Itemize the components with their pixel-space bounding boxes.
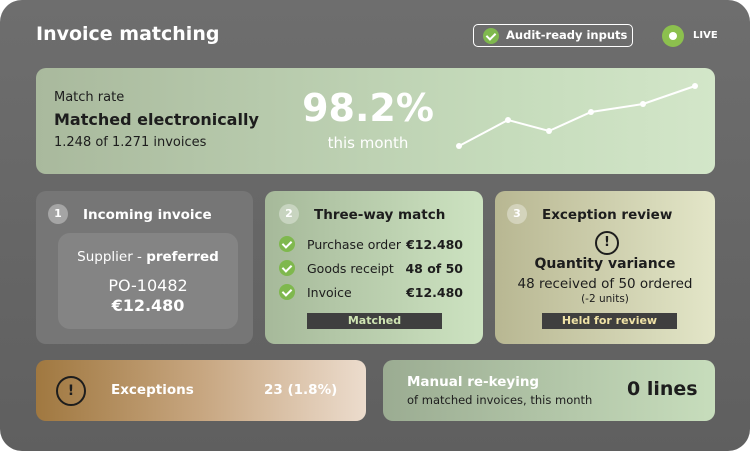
step-number: 2 <box>279 204 299 224</box>
check-icon <box>483 28 499 44</box>
sparkline <box>456 83 698 149</box>
exceptions-label: Exceptions <box>111 382 194 398</box>
manual-subtitle: of matched invoices, this month <box>407 393 593 407</box>
step-card: 1 Incoming invoice Supplier - preferred … <box>36 191 253 344</box>
status-pill: Matched <box>307 313 442 329</box>
hero-label: Match rate <box>54 90 125 105</box>
amount: €12.480 <box>111 296 185 315</box>
exceptions-card: ! Exceptions 23 (1.8%) <box>36 360 366 421</box>
step-card: 3 Exception review ! Quantity variance 4… <box>495 191 715 344</box>
title: Invoice matching <box>36 23 220 45</box>
row-value: €12.480 <box>406 237 463 252</box>
manual-value: 0 lines <box>627 378 698 400</box>
live-indicator <box>662 25 684 47</box>
hero-card: Match rate Matched electronically 1.248 … <box>36 68 715 174</box>
row-label: Purchase order <box>307 237 402 252</box>
row-label: Invoice <box>307 285 352 300</box>
step-title: Incoming invoice <box>83 207 212 223</box>
hero-detail: 1.248 of 1.271 invoices <box>54 135 207 150</box>
variance-note: (-2 units) <box>581 293 629 305</box>
row-value: 48 of 50 <box>405 261 463 276</box>
manual-title: Manual re-keying <box>407 374 540 390</box>
step-number: 1 <box>48 204 68 224</box>
status-pill: Held for review <box>542 313 677 329</box>
badge: Audit-ready inputs <box>473 24 633 47</box>
hero-headline: Matched electronically <box>54 110 259 129</box>
variance-heading: Quantity variance <box>534 256 676 272</box>
exceptions-value: 23 (1.8%) <box>264 382 338 398</box>
warning-icon: ! <box>595 231 619 255</box>
check-icon <box>279 236 295 252</box>
supplier: Supplier - preferred <box>58 249 238 265</box>
check-icon <box>279 260 295 276</box>
badge-text: Audit-ready inputs <box>506 28 628 42</box>
check-icon <box>279 284 295 300</box>
row-value: €12.480 <box>406 285 463 300</box>
hero-period: this month <box>327 134 409 152</box>
row-label: Goods receipt <box>307 261 394 276</box>
supplier-type: preferred <box>146 249 219 265</box>
step-title: Three-way match <box>314 207 446 223</box>
warning-icon: ! <box>56 376 86 406</box>
invoice-box: Supplier - preferred PO-10482 €12.480 <box>58 233 238 329</box>
variance-detail: 48 received of 50 ordered <box>517 276 693 292</box>
step-title: Exception review <box>542 207 673 223</box>
po-number: PO-10482 <box>108 276 188 295</box>
live-label: LIVE <box>693 30 718 41</box>
hero-value: 98.2% <box>302 86 434 130</box>
step-number: 3 <box>507 204 527 224</box>
manual-card: Manual re-keying of matched invoices, th… <box>383 360 715 421</box>
supplier-prefix: Supplier - <box>77 249 147 265</box>
step-card: 2 Three-way match Purchase order €12.480 G… <box>265 191 483 344</box>
